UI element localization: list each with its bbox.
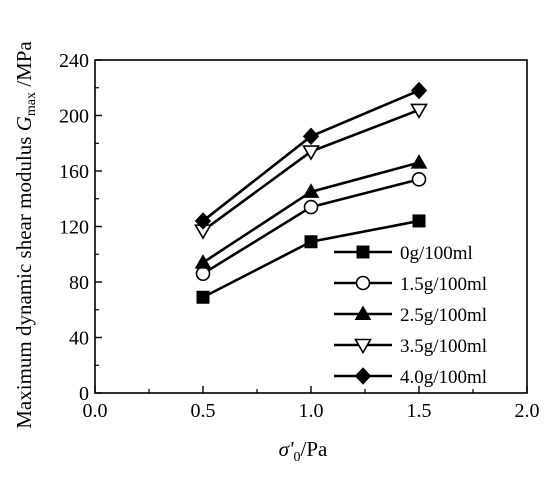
series-3 [194, 103, 428, 240]
legend-entry: 2.5g/100ml [334, 305, 487, 326]
x-tick-label: 2.0 [515, 400, 540, 422]
y-tick-label: 0 [79, 383, 89, 405]
legend-label: 2.5g/100ml [400, 305, 487, 326]
y-tick-label: 160 [59, 161, 89, 183]
x-tick-label: 0.0 [83, 400, 108, 422]
legend-label: 4.0g/100ml [400, 367, 487, 388]
x-axis-title-symbol: σ' [279, 437, 294, 461]
legend-entry: 3.5g/100ml [334, 336, 487, 357]
x-axis-title-suffix: /Pa [301, 437, 329, 461]
series-2 [194, 154, 428, 269]
legend-marker [354, 338, 372, 355]
data-point [195, 266, 211, 281]
x-tick-label: 0.5 [191, 400, 216, 422]
x-axis-title: σ'0/Pa [279, 437, 328, 465]
y-tick-label: 120 [59, 217, 89, 239]
legend-entry: 1.5g/100ml [334, 274, 487, 295]
legend-marker [356, 245, 370, 259]
y-axis-title-prefix: Maximum dynamic shear modulus [12, 131, 36, 428]
y-tick-label: 240 [59, 50, 89, 72]
x-tick-label: 1.0 [299, 400, 324, 422]
series-0 [196, 214, 426, 304]
legend-label: 0g/100ml [400, 243, 473, 264]
legend-entry: 0g/100ml [334, 243, 473, 264]
x-tick-label: 1.5 [407, 400, 432, 422]
data-point [411, 172, 427, 187]
data-point [410, 154, 428, 169]
y-tick-label: 80 [69, 272, 89, 294]
legend-marker [355, 275, 371, 291]
series-1 [195, 172, 427, 281]
data-point [194, 212, 212, 230]
y-axis-title-subscript: max [24, 92, 39, 116]
x-axis-title-subscript: 0 [294, 450, 301, 465]
data-point [302, 183, 320, 198]
series-line [202, 219, 420, 299]
data-point [196, 290, 210, 304]
data-point [412, 214, 426, 228]
data-point [302, 127, 320, 146]
legend-marker [354, 367, 372, 385]
legend-entry: 4.0g/100ml [334, 367, 487, 388]
legend-marker [354, 305, 372, 320]
data-point [410, 81, 428, 100]
y-tick-label: 200 [59, 106, 89, 128]
data-point [194, 254, 212, 269]
data-point [410, 103, 428, 120]
data-point [304, 235, 318, 249]
series-4 [194, 81, 428, 230]
y-axis-title-suffix: /MPa [12, 41, 36, 92]
y-axis-title-symbol: G [12, 116, 36, 131]
legend-label: 3.5g/100ml [400, 336, 487, 357]
y-tick-label: 40 [69, 328, 89, 350]
y-axis-title: Maximum dynamic shear modulus Gmax /MPa [12, 41, 39, 429]
legend-label: 1.5g/100ml [400, 274, 487, 295]
data-point [302, 145, 320, 161]
data-point [303, 199, 319, 215]
